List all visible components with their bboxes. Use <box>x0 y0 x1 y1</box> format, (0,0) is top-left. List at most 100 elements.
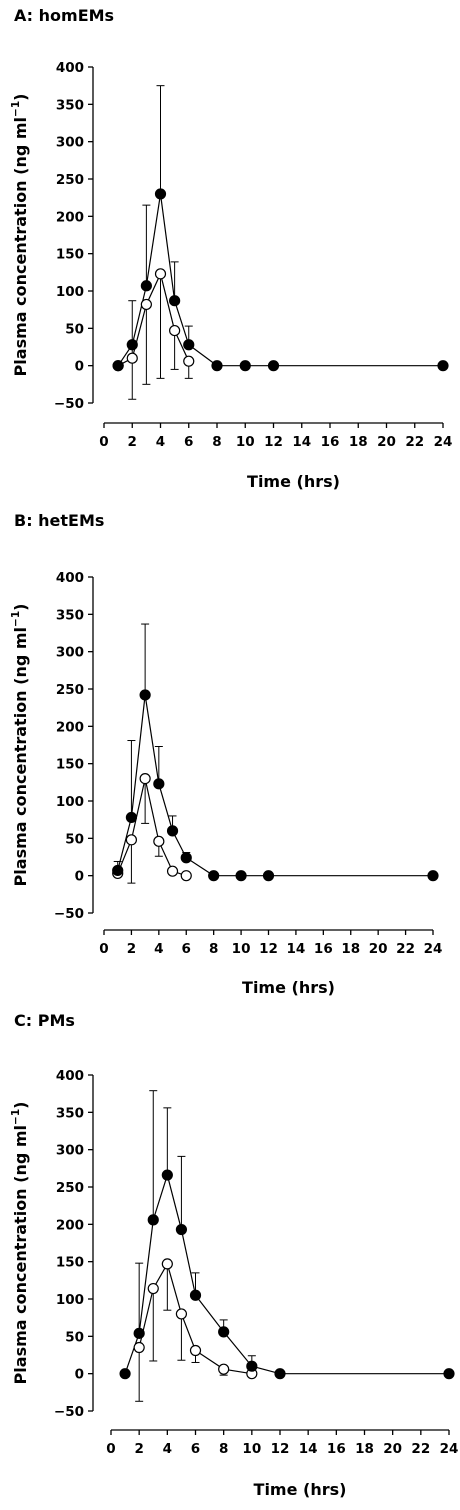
y-tick-label: 350 <box>56 1105 84 1121</box>
data-point-open <box>166 865 179 877</box>
y-tick-label: 0 <box>75 359 84 375</box>
y-axis-title-close: ) <box>11 1102 30 1109</box>
data-point-filled <box>183 339 195 351</box>
x-axis-title: Time (hrs) <box>254 1480 347 1499</box>
series-line-filled <box>124 1172 449 1375</box>
y-tick-label: 350 <box>56 607 84 623</box>
y-tick-label: 300 <box>56 645 84 661</box>
x-axis-title: Time (hrs) <box>247 472 340 491</box>
data-point-open <box>180 870 192 882</box>
data-point-filled <box>166 825 179 837</box>
data-point-filled <box>140 280 152 292</box>
x-tick-label: 8 <box>212 434 221 450</box>
x-tick-label: 24 <box>440 1441 459 1457</box>
data-point-filled <box>437 360 449 372</box>
chart-title: B: hetEMs <box>14 511 105 530</box>
y-axis-title: Plasma concentration (ng ml−1) <box>10 94 30 377</box>
data-point-filled <box>208 870 220 882</box>
x-tick-label: 0 <box>99 941 108 957</box>
x-tick-label: 24 <box>424 941 443 957</box>
x-tick-label: 16 <box>321 434 340 450</box>
x-tick-label: 24 <box>434 434 453 450</box>
y-axis-title: Plasma concentration (ng ml−1) <box>10 604 30 887</box>
y-axis-title-superscript: −1 <box>10 1109 22 1125</box>
data-point-open <box>169 324 181 337</box>
data-point-open <box>189 1344 202 1357</box>
x-tick-label: 10 <box>242 1441 261 1457</box>
y-tick-label: −50 <box>54 396 84 412</box>
data-point-filled <box>211 360 223 372</box>
data-point-filled <box>112 360 124 372</box>
y-tick-label: −50 <box>54 906 84 922</box>
x-tick-label: 16 <box>314 941 333 957</box>
data-point-filled <box>112 864 124 877</box>
y-tick-label: 400 <box>56 570 84 586</box>
data-point-open <box>125 834 138 846</box>
data-point-filled <box>246 1360 258 1372</box>
x-tick-label: 4 <box>156 434 165 450</box>
y-tick-label: 100 <box>56 794 84 810</box>
y-tick-label: 50 <box>65 831 84 847</box>
data-point-filled <box>239 360 251 372</box>
x-tick-label: 10 <box>232 941 251 957</box>
y-tick-label: 200 <box>56 1217 84 1233</box>
data-point-filled <box>175 1223 188 1236</box>
data-point-filled <box>267 360 280 372</box>
y-tick-label: −50 <box>54 1404 84 1420</box>
data-point-open <box>161 1258 173 1270</box>
chart-title: C: PMs <box>14 1011 75 1030</box>
data-point-filled <box>218 1326 230 1338</box>
x-tick-label: 20 <box>377 434 396 450</box>
y-tick-label: 50 <box>65 1329 84 1345</box>
y-tick-label: 100 <box>56 1292 84 1308</box>
y-axis-title-main: Plasma concentration (ng ml <box>11 627 30 886</box>
x-tick-label: 20 <box>369 941 388 957</box>
x-tick-label: 2 <box>127 941 136 957</box>
data-point-open <box>126 352 138 364</box>
y-axis-title: Plasma concentration (ng ml−1) <box>10 1102 30 1385</box>
data-point-open <box>153 835 165 847</box>
x-tick-label: 12 <box>264 434 283 450</box>
x-tick-label: 4 <box>154 941 163 957</box>
data-point-filled <box>125 811 138 824</box>
x-tick-label: 14 <box>299 1441 318 1457</box>
y-tick-label: 250 <box>56 172 84 188</box>
x-axis-title: Time (hrs) <box>242 978 335 997</box>
y-tick-label: 150 <box>56 757 84 773</box>
chart-panel-c: C: PMs −50 0 50 100 150 200 250 300 350 400 0 2 4 6 8 1… <box>0 1005 460 1510</box>
chart-panel-a: A: homEMs −50 0 50 100 150 200 250 300 350 400 0 2 4… <box>0 0 460 500</box>
x-tick-label: 22 <box>405 434 424 450</box>
data-point-filled <box>126 339 138 351</box>
y-tick-label: 150 <box>56 247 84 263</box>
y-tick-label: 0 <box>75 1367 84 1383</box>
y-tick-label: 300 <box>56 1143 84 1159</box>
x-tick-label: 8 <box>209 941 218 957</box>
data-point-filled <box>153 778 165 790</box>
y-tick-label: 0 <box>75 869 84 885</box>
y-axis-title-main: Plasma concentration (ng ml <box>11 1125 30 1384</box>
data-point-filled <box>133 1327 145 1339</box>
y-tick-label: 200 <box>56 719 84 735</box>
x-tick-label: 0 <box>99 434 108 450</box>
x-tick-label: 8 <box>219 1441 228 1457</box>
x-tick-label: 20 <box>383 1441 402 1457</box>
y-tick-label: 150 <box>56 1255 84 1271</box>
data-point-filled <box>139 689 151 701</box>
y-tick-label: 50 <box>65 321 84 337</box>
data-point-open <box>147 1282 159 1295</box>
chart-title: A: homEMs <box>14 6 115 25</box>
x-tick-label: 22 <box>396 941 415 957</box>
x-tick-label: 2 <box>134 1441 143 1457</box>
x-tick-label: 18 <box>355 1441 374 1457</box>
data-point-filled <box>262 870 275 882</box>
x-tick-label: 12 <box>271 1441 290 1457</box>
data-point-filled <box>180 852 192 864</box>
data-point-filled <box>119 1368 131 1380</box>
y-axis-title-superscript: −1 <box>10 101 22 117</box>
x-tick-label: 6 <box>182 941 191 957</box>
series-line-open <box>117 272 190 367</box>
y-tick-label: 300 <box>56 135 84 151</box>
y-axis-title-main: Plasma concentration (ng ml <box>11 117 30 376</box>
x-tick-label: 14 <box>292 434 311 450</box>
y-tick-label: 400 <box>56 1068 84 1084</box>
